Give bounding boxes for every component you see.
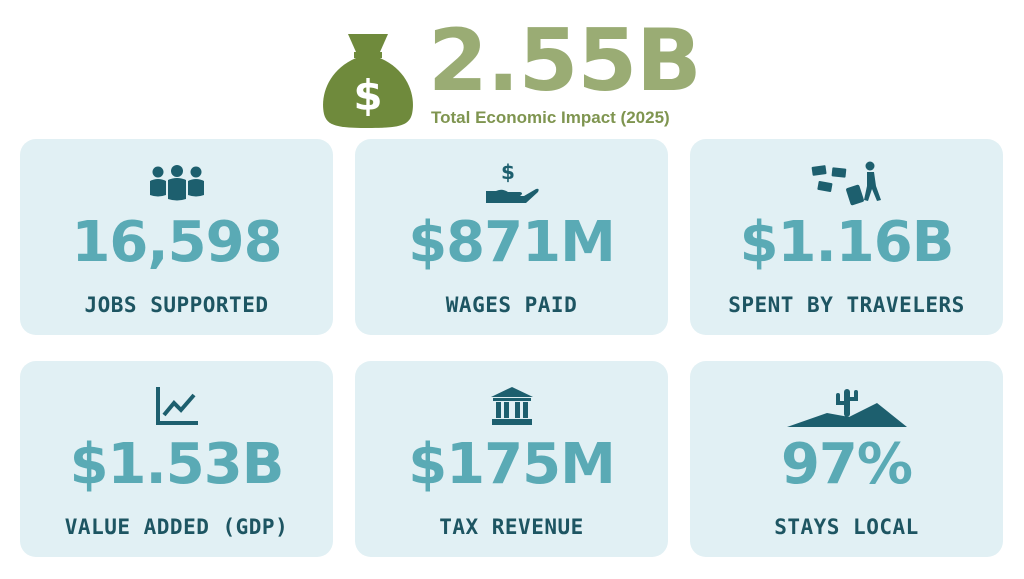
wages-label: WAGES PAID — [445, 293, 578, 317]
svg-text:$: $ — [501, 161, 515, 184]
people-group-icon — [148, 161, 206, 207]
hero-section: $ 2.55B Total Economic Impact (2025) — [318, 18, 718, 130]
local-label: STAYS LOCAL — [774, 515, 919, 539]
jobs-value: 16,598 — [71, 210, 282, 275]
total-impact-value: 2.55B — [428, 11, 702, 111]
stat-card-travelers: $1.16B SPENT BY TRAVELERS — [690, 139, 1003, 335]
tax-label: TAX REVENUE — [439, 515, 584, 539]
hand-dollar-icon: $ — [484, 161, 540, 207]
total-impact-caption: Total Economic Impact (2025) — [431, 108, 670, 127]
gdp-label: VALUE ADDED (GDP) — [64, 515, 289, 539]
stat-card-local: 97% STAYS LOCAL — [690, 361, 1003, 557]
money-bag-icon: $ — [323, 34, 413, 128]
jobs-label: JOBS SUPPORTED — [84, 293, 269, 317]
stat-card-tax: $175M TAX REVENUE — [355, 361, 668, 557]
desert-cactus-icon — [786, 383, 907, 429]
svg-text:$: $ — [353, 71, 382, 120]
stat-card-wages: $ $871M WAGES PAID — [355, 139, 668, 335]
stat-card-jobs: 16,598 JOBS SUPPORTED — [20, 139, 333, 335]
local-value: 97% — [780, 432, 913, 497]
travelers-value: $1.16B — [739, 210, 955, 275]
gdp-value: $1.53B — [69, 432, 285, 497]
traveler-money-icon — [810, 161, 884, 207]
line-chart-icon — [154, 383, 200, 429]
wages-value: $871M — [408, 210, 616, 275]
bank-building-icon — [489, 383, 535, 429]
travelers-label: SPENT BY TRAVELERS — [728, 293, 965, 317]
tax-value: $175M — [408, 432, 616, 497]
stat-card-gdp: $1.53B VALUE ADDED (GDP) — [20, 361, 333, 557]
